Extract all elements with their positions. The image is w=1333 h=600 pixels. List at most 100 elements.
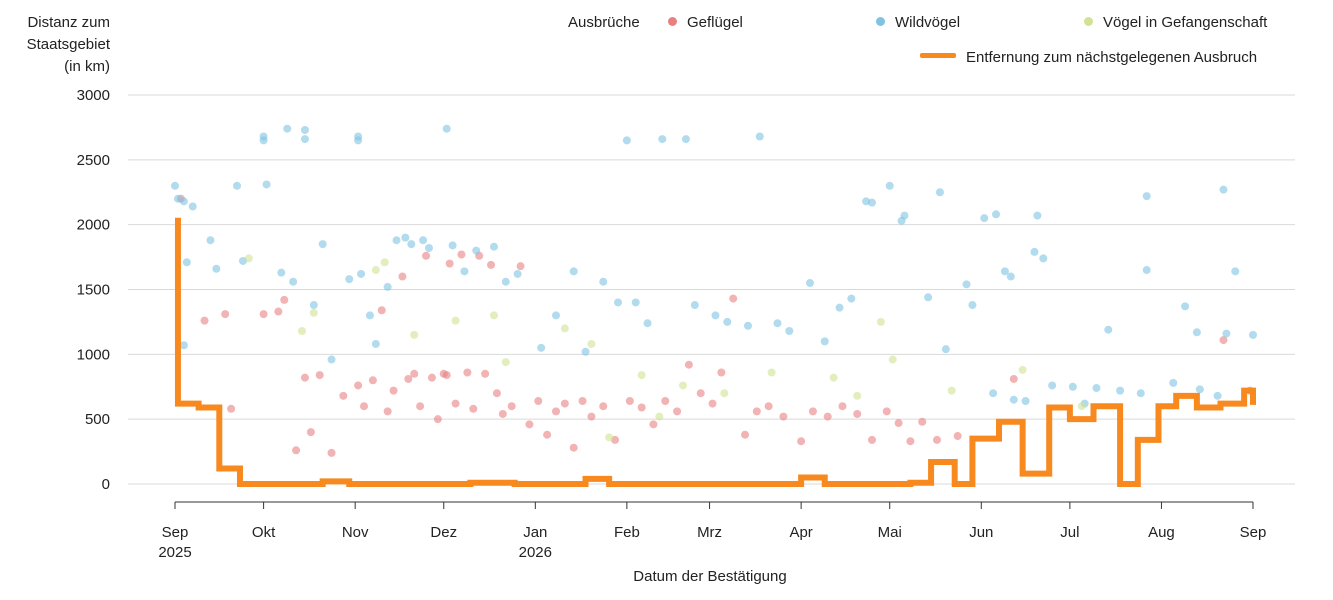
point-wildvögel: [513, 269, 522, 278]
y-tick-label: 500: [85, 411, 110, 428]
point-geflügel: [808, 407, 817, 416]
point-wildvögel: [900, 211, 909, 220]
point-wildvögel: [1039, 254, 1048, 263]
y-tick-label: 1000: [77, 346, 110, 363]
legend-item-nearest-distance[interactable]: Entfernung zum nächstgelegenen Ausbruch: [920, 49, 1257, 66]
point-wildvögel: [690, 301, 699, 310]
point-geflügel: [516, 262, 525, 271]
point-geflügel: [398, 272, 407, 281]
x-axis-title: Datum der Bestätigung: [633, 568, 787, 585]
point-wildvögel: [711, 311, 720, 320]
point-vögel-in-gefangenschaft: [720, 389, 729, 398]
point-wildvögel: [835, 303, 844, 312]
point-geflügel: [463, 368, 472, 377]
point-geflügel: [684, 360, 693, 369]
point-wildvögel: [1000, 267, 1009, 276]
point-wildvögel: [171, 181, 179, 190]
point-vögel-in-gefangenschaft: [767, 368, 776, 377]
point-wildvögel: [1231, 267, 1240, 276]
point-wildvögel: [262, 180, 271, 189]
point-wildvögel: [419, 236, 428, 245]
point-geflügel: [368, 376, 377, 385]
point-wildvögel: [501, 277, 510, 286]
point-wildvögel: [1104, 325, 1113, 334]
point-wildvögel: [1006, 272, 1015, 281]
point-wildvögel: [1222, 329, 1231, 338]
x-tick-label: Mrz: [697, 524, 722, 541]
y-tick-label: 1500: [77, 282, 110, 299]
point-geflügel: [729, 294, 738, 303]
point-vögel-in-gefangenschaft: [1077, 402, 1086, 411]
legend-label: Vögel in Gefangenschaft: [1103, 14, 1268, 31]
point-vögel-in-gefangenschaft: [244, 254, 253, 263]
point-geflügel: [469, 404, 478, 413]
point-wildvögel: [743, 321, 752, 330]
point-wildvögel: [658, 135, 667, 144]
point-wildvögel: [424, 244, 433, 253]
point-wildvögel: [614, 298, 623, 307]
point-wildvögel: [1009, 395, 1018, 404]
point-wildvögel: [448, 241, 457, 250]
point-vögel-in-gefangenschaft: [853, 391, 862, 400]
point-geflügel: [221, 310, 230, 319]
point-geflügel: [492, 389, 501, 398]
point-wildvögel: [551, 311, 560, 320]
point-geflügel: [560, 399, 569, 408]
point-wildvögel: [1116, 386, 1125, 395]
point-wildvögel: [1033, 211, 1042, 220]
point-wildvögel: [1195, 385, 1204, 394]
point-wildvögel: [460, 267, 469, 276]
point-wildvögel: [1092, 384, 1101, 393]
point-geflügel: [853, 409, 862, 418]
point-wildvögel: [537, 343, 546, 352]
point-geflügel: [457, 250, 466, 259]
point-vögel-in-gefangenschaft: [678, 381, 687, 390]
point-wildvögel: [941, 345, 950, 354]
point-wildvögel: [383, 282, 392, 291]
point-wildvögel: [785, 326, 794, 335]
point-wildvögel: [622, 136, 631, 145]
point-geflügel: [404, 374, 413, 383]
point-geflügel: [797, 437, 806, 446]
point-wildvögel: [1142, 192, 1151, 201]
legend-item-wild-birds[interactable]: Wildvögel: [876, 14, 960, 31]
point-wildvögel: [442, 124, 451, 133]
point-geflügel: [377, 306, 386, 315]
point-geflügel: [649, 420, 658, 429]
point-wildvögel: [723, 317, 732, 326]
point-wildvögel: [188, 202, 197, 211]
x-tick-label: Dez: [430, 524, 457, 541]
point-wildvögel: [327, 355, 336, 364]
point-wildvögel: [992, 210, 1001, 219]
point-geflügel: [534, 397, 543, 406]
point-wildvögel: [599, 277, 608, 286]
legend-dot-icon: [668, 17, 677, 26]
legend-item-captive-birds[interactable]: Vögel in Gefangenschaft: [1084, 14, 1267, 31]
point-geflügel: [427, 373, 436, 382]
y-axis-title-line: Staatsgebiet: [26, 36, 110, 53]
point-geflügel: [823, 412, 832, 421]
point-wildvögel: [472, 246, 481, 255]
point-wildvögel: [1181, 302, 1190, 311]
point-geflügel: [882, 407, 891, 416]
point-wildvögel: [371, 339, 380, 348]
point-geflügel: [868, 435, 877, 444]
point-wildvögel: [182, 258, 191, 267]
point-wildvögel: [318, 240, 327, 249]
point-geflügel: [354, 381, 363, 390]
point-geflügel: [433, 415, 442, 424]
point-vögel-in-gefangenschaft: [410, 330, 419, 339]
point-vögel-in-gefangenschaft: [560, 324, 569, 333]
point-wildvögel: [868, 198, 877, 207]
x-tick-label: Sep: [162, 524, 189, 541]
point-vögel-in-gefangenschaft: [876, 317, 885, 326]
x-tick-label: Nov: [342, 524, 369, 541]
point-wildvögel: [407, 240, 416, 249]
point-vögel-in-gefangenschaft: [501, 358, 510, 367]
point-wildvögel: [1030, 247, 1039, 256]
legend-item-poultry[interactable]: Geflügel: [668, 14, 743, 31]
nearest-outbreak-step-line: [174, 217, 1256, 487]
point-geflügel: [779, 412, 788, 421]
point-geflügel: [410, 369, 419, 378]
point-geflügel: [551, 407, 560, 416]
